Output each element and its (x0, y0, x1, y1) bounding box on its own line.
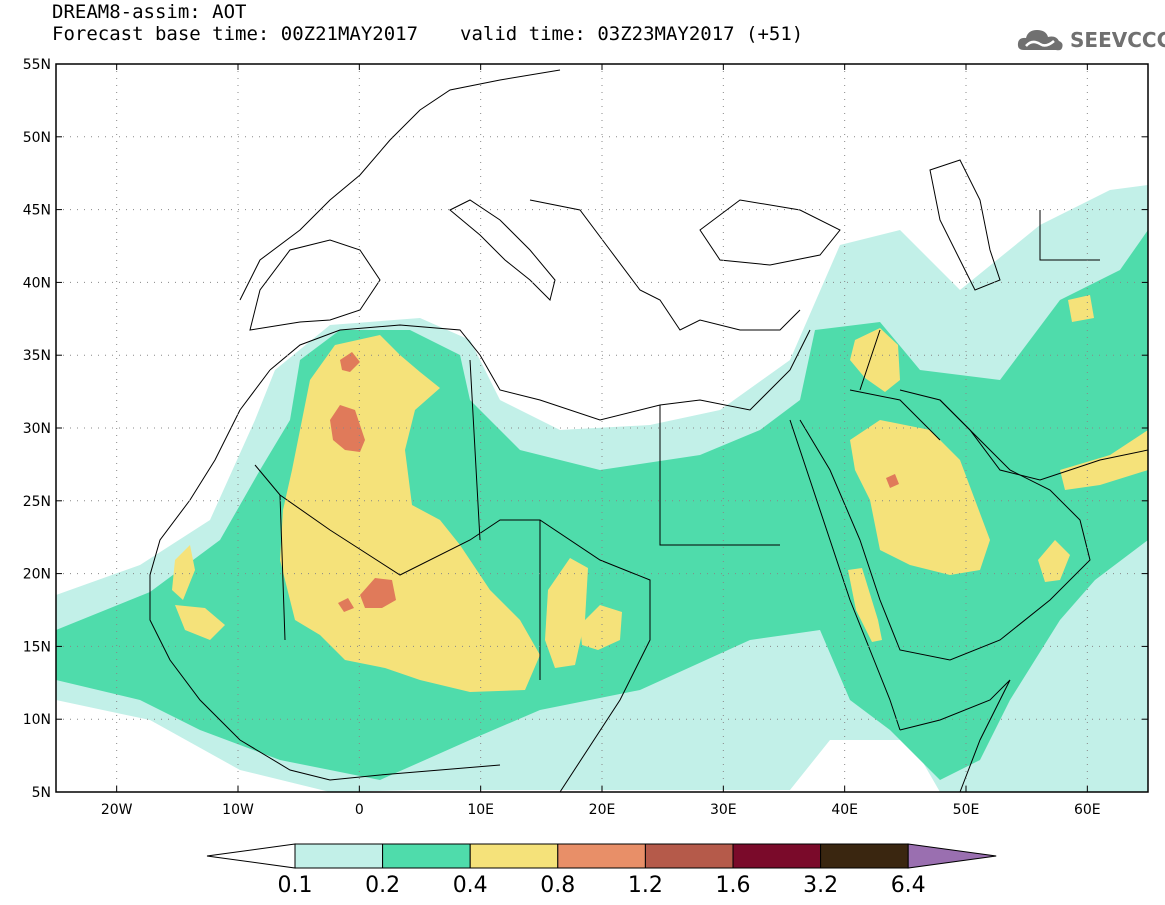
colorbar-over-triangle (907, 843, 997, 869)
coastline-caspian (929, 159, 1001, 291)
colorbar-label: 0.4 (453, 873, 488, 898)
colorbar-label: 1.6 (716, 873, 751, 898)
aot-band-orange-niger (360, 578, 396, 608)
aot-band-orange-niger-west (338, 598, 354, 612)
coastline-west-africa (149, 369, 501, 781)
colorbar-label: 0.2 (365, 873, 400, 898)
colorbar-bin (820, 843, 909, 869)
logo: SEEVCCC (1016, 26, 1165, 54)
colorbar-labels: 0.1 0.2 0.4 0.8 1.2 1.6 3.2 6.4 (278, 873, 926, 898)
lon-axis-labels: 20W 10W 0 10E 20E 30E 40E 50E 60E (101, 802, 1101, 818)
coastline-iberia (249, 239, 381, 331)
borders-sahara (254, 464, 651, 792)
lat-tick-label: 40N (23, 275, 51, 291)
cloud-logo-icon (1017, 30, 1063, 51)
aot-band-orange-saudi (886, 474, 899, 488)
lat-tick-label: 35N (23, 348, 51, 364)
coastline-balkans-greece (529, 199, 801, 331)
borders-arabia (849, 210, 1100, 441)
lon-tick-label: 50E (953, 802, 980, 818)
coastline-italy (449, 199, 556, 301)
colorbar-bin (469, 843, 559, 869)
lon-tick-label: 20E (589, 802, 616, 818)
coastline-black-sea (699, 199, 841, 266)
lat-tick-label: 25N (23, 494, 51, 510)
aot-band-yellow-gulf (1060, 430, 1148, 490)
aot-band-yellow-chad (545, 558, 588, 668)
lon-tick-label: 40E (831, 802, 858, 818)
aot-band-yellow-redsea (848, 568, 882, 642)
aot-band-orange-algeria (330, 405, 365, 452)
aot-band-yellow-mali (175, 605, 225, 640)
aot-band-yellow-sudan (580, 605, 622, 650)
borders-africa-vertical (279, 359, 780, 680)
aot-band-yellow-coast (1038, 540, 1070, 582)
colorbar-bin (382, 843, 471, 869)
lat-tick-label: 30N (23, 421, 51, 437)
chart-subtitle: Forecast base time: 00Z21MAY2017 valid ti… (52, 24, 803, 44)
colorbar (206, 843, 997, 869)
colorbar-label: 1.2 (628, 873, 663, 898)
coastline-horn-africa (899, 679, 1011, 792)
colorbar-label: 3.2 (803, 873, 838, 898)
chart-title: DREAM8-assim: AOT (52, 1, 247, 23)
lat-tick-label: 20N (23, 567, 51, 583)
base-time-label: Forecast base time: 00Z21MAY2017 (52, 23, 419, 45)
lat-tick-label: 55N (23, 57, 51, 73)
lon-tick-label: 10E (467, 802, 494, 818)
coastline-red-sea (789, 419, 901, 731)
colorbar-label: 0.8 (540, 873, 575, 898)
coastline-north-africa (269, 324, 811, 421)
coastline-arabia (799, 389, 1091, 661)
lon-tick-label: 30E (710, 802, 737, 818)
axis-ticks (56, 63, 1148, 793)
aot-band-yellow-mauritania (172, 545, 195, 600)
aot-band-orange-algeria-north (340, 352, 360, 372)
lon-tick-label: 10W (222, 802, 254, 818)
colorbar-under-triangle (206, 843, 296, 869)
colorbar-bin (644, 843, 734, 869)
coastline-europe (239, 69, 561, 301)
colorbar-bin (557, 843, 646, 869)
lat-tick-label: 15N (23, 639, 51, 655)
lat-tick-label: 10N (23, 712, 51, 728)
lat-tick-label: 50N (23, 130, 51, 146)
logo-text: SEEVCCC (1070, 28, 1165, 52)
aot-band-yellow-east (850, 420, 990, 575)
colorbar-label: 6.4 (891, 873, 926, 898)
lon-tick-label: 0 (355, 802, 364, 818)
lat-tick-label: 45N (23, 203, 51, 219)
colorbar-bin (732, 843, 822, 869)
aot-band-yellow-iran (1068, 295, 1094, 322)
lon-tick-label: 60E (1074, 802, 1101, 818)
lon-tick-label: 20W (101, 802, 133, 818)
lat-axis-labels: 55N 50N 45N 40N 35N 30N 25N 20N 15N 10N 5N (23, 57, 51, 801)
colorbar-label: 0.1 (278, 873, 313, 898)
colorbar-bin (294, 843, 384, 869)
lat-tick-label: 5N (32, 785, 51, 801)
coastlines-borders (149, 69, 1148, 792)
valid-time-label: valid time: 03Z23MAY2017 (+51) (460, 23, 804, 45)
aot-band-yellow-iraq (850, 328, 900, 392)
coastline-persian-gulf (939, 399, 1148, 481)
